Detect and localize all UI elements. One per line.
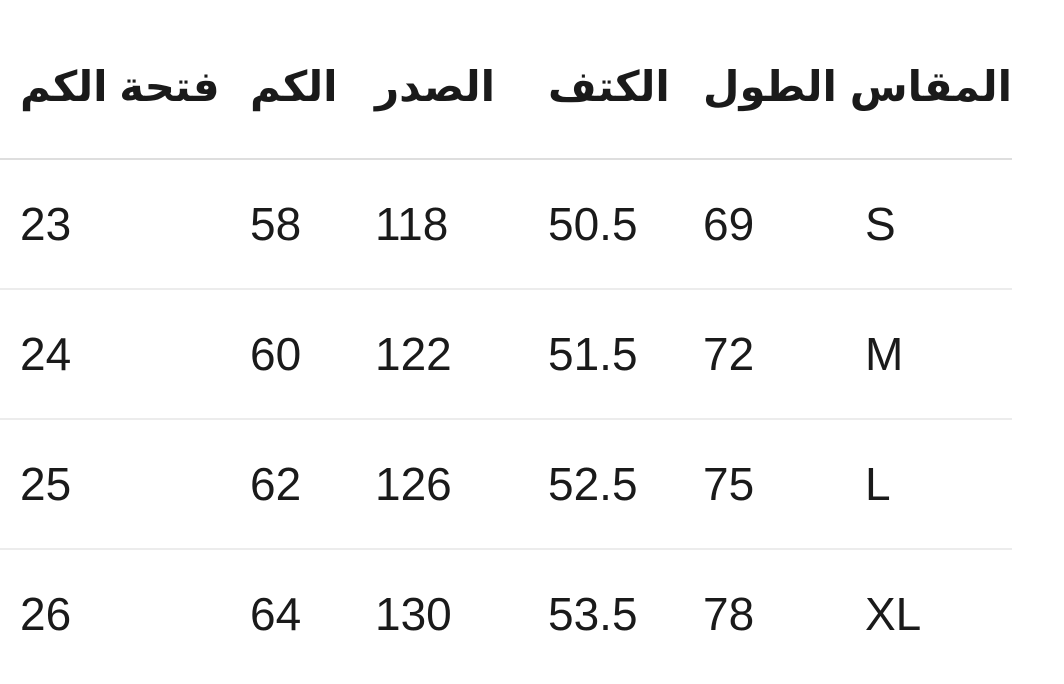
size-chart-table: المقاس الطول الكتف الصدر الكم فتحة الكم …: [0, 0, 1012, 678]
cell-shoulder: 53.5: [548, 588, 638, 640]
cell-chest: 126: [375, 419, 548, 550]
header-row: المقاس الطول الكتف الصدر الكم فتحة الكم: [0, 0, 1012, 160]
cell-shoulder: 50.5: [548, 159, 703, 290]
cell-chest: 122: [375, 289, 548, 420]
cell-sleeve: 64: [250, 588, 302, 640]
column-header-length: الطول: [703, 0, 865, 160]
cell-cuff: 23: [0, 159, 250, 290]
cell-sleeve: 58: [250, 159, 375, 290]
table-row-xl: XL 78 53.5 130 64 26: [0, 549, 1012, 678]
cell-cuff: 26: [20, 588, 72, 640]
cell-shoulder: 51.5: [548, 289, 703, 420]
cell-sleeve: 60: [250, 289, 375, 420]
cell-length: 78: [703, 588, 755, 640]
cell-chest: 130: [375, 588, 452, 640]
cell-sleeve: 62: [250, 419, 375, 550]
column-header-chest: الصدر: [375, 0, 548, 160]
cell-length: 75: [703, 419, 865, 550]
cell-length: 72: [703, 289, 865, 420]
cell-shoulder: 52.5: [548, 419, 703, 550]
table-row-l: L 75 52.5 126 62 25: [0, 419, 1012, 550]
cell-size: S: [865, 159, 1012, 290]
column-header-shoulder: الكتف: [548, 0, 703, 160]
cell-size: XL: [865, 588, 922, 640]
cell-chest: 118: [375, 159, 548, 290]
cell-length: 69: [703, 159, 865, 290]
column-header-sleeve: الكم: [250, 0, 375, 160]
column-header-size: المقاس: [850, 0, 1012, 160]
table-row-s: S 69 50.5 118 58 23: [0, 159, 1012, 290]
cell-cuff: 25: [0, 419, 250, 550]
cell-size: M: [865, 289, 1012, 420]
cell-cuff: 24: [0, 289, 250, 420]
column-header-cuff: فتحة الكم: [0, 0, 250, 160]
cell-size: L: [865, 419, 1012, 550]
table-row-m: M 72 51.5 122 60 24: [0, 289, 1012, 420]
